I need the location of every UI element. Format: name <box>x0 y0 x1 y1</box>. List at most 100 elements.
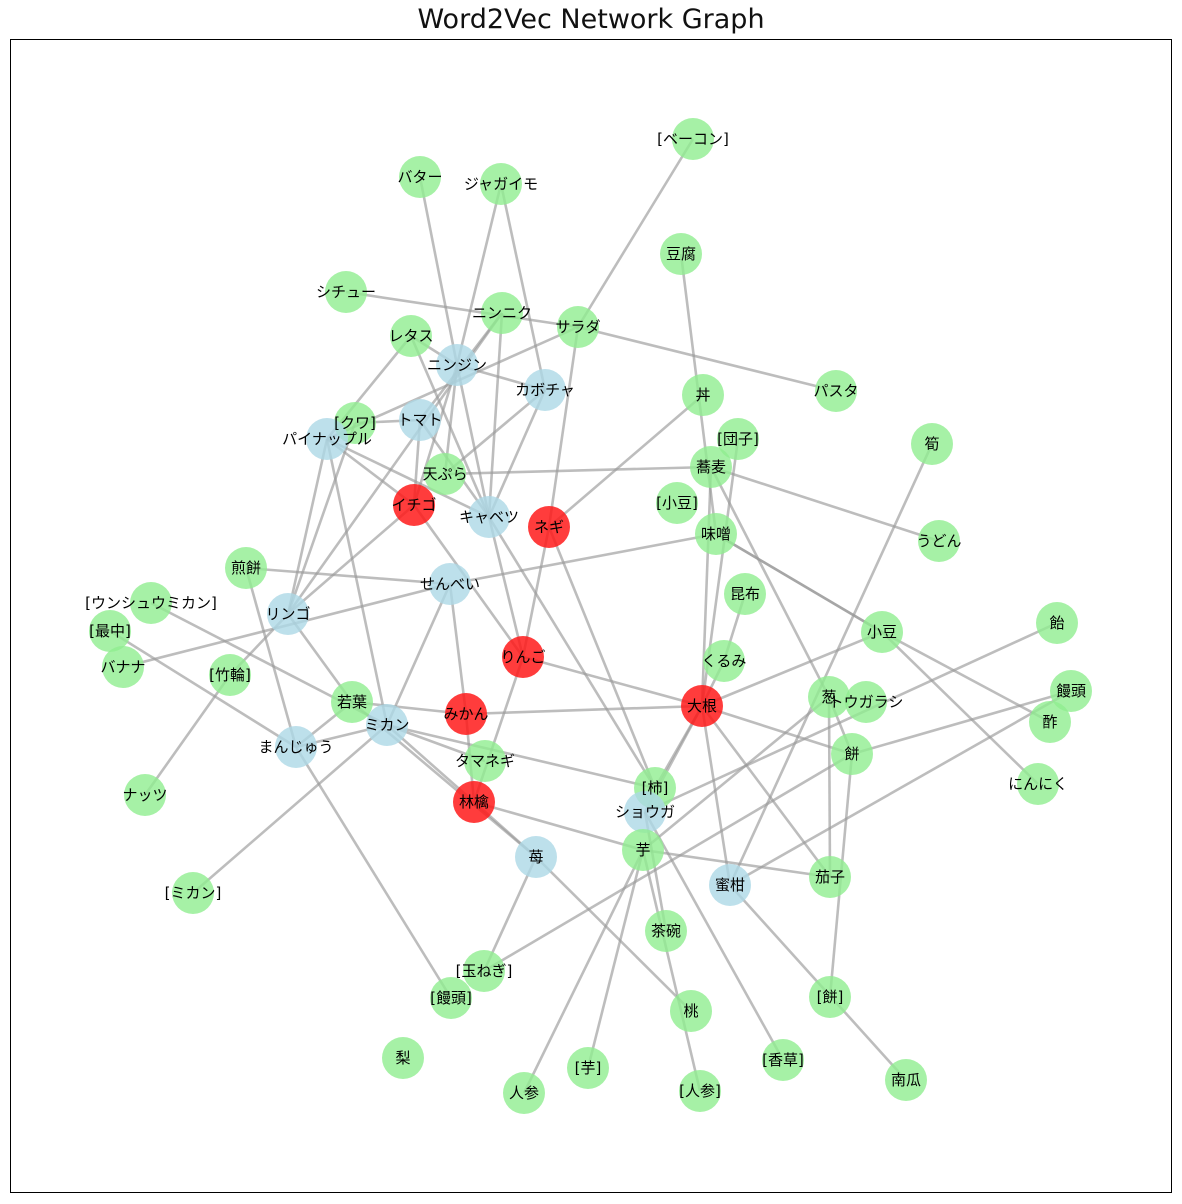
edge <box>499 183 547 391</box>
node-green <box>724 573 766 615</box>
node-label: [餅] <box>817 988 844 1006</box>
node-green <box>102 646 144 688</box>
node-green <box>660 233 702 275</box>
node-green <box>679 1070 721 1112</box>
node-green <box>89 610 131 652</box>
node-blue <box>429 563 471 605</box>
node-label: 筍 <box>924 435 939 453</box>
node-label: 味噌 <box>701 525 731 543</box>
edge <box>729 689 1072 887</box>
edge <box>521 526 551 658</box>
node-green <box>430 977 472 1019</box>
node-label: ニンジン <box>427 356 487 374</box>
edge <box>286 438 329 615</box>
node-label: ニンニク <box>472 304 532 322</box>
edge <box>881 630 1051 724</box>
edge <box>709 466 831 698</box>
node-label: ショウガ <box>615 803 675 821</box>
node-label: [最中] <box>89 622 131 640</box>
node-label: [クワ] <box>334 414 376 432</box>
nodes-layer <box>89 118 1092 1114</box>
node-label: カボチャ <box>515 381 575 399</box>
node-green <box>424 453 466 495</box>
edge <box>325 438 389 726</box>
node-green <box>1036 602 1078 644</box>
node-label: [団子] <box>717 430 759 448</box>
node-green <box>130 582 172 624</box>
node-blue <box>624 791 666 833</box>
node-label: ジャガイモ <box>464 175 538 193</box>
node-label: レタス <box>388 327 433 345</box>
node-label: 桃 <box>683 1002 698 1020</box>
node-label: パスタ <box>813 382 858 400</box>
node-label: くるみ <box>702 652 747 670</box>
node-label: リンゴ <box>265 605 310 623</box>
edge <box>109 629 297 749</box>
node-label: 饅頭 <box>1056 682 1086 700</box>
node-label: [小豆] <box>656 494 698 512</box>
edge <box>448 583 468 715</box>
edge <box>444 465 712 476</box>
node-green <box>809 976 851 1018</box>
node-label: 茄子 <box>815 868 845 886</box>
node-green <box>645 910 687 952</box>
edge <box>700 705 832 878</box>
edge <box>245 566 451 586</box>
edge <box>487 516 525 658</box>
edge <box>642 848 831 879</box>
node-label: ネギ <box>534 518 564 536</box>
node-label: バナナ <box>100 658 145 676</box>
edge <box>287 504 415 615</box>
node-label: 林檎 <box>459 793 489 811</box>
node-red <box>502 636 544 678</box>
node-green <box>225 547 267 589</box>
node-label: サラダ <box>555 318 600 336</box>
node-label: まんじゅう <box>258 738 333 756</box>
edge <box>412 364 459 506</box>
node-label: [竹輪] <box>209 666 251 684</box>
edges-layer <box>109 138 1072 1094</box>
edge <box>487 312 504 518</box>
node-label: 若葉 <box>337 693 367 711</box>
node-blue <box>306 418 348 460</box>
node-label: シチュー <box>316 283 376 301</box>
node-label: 梨 <box>395 1049 410 1067</box>
node-label: 大根 <box>687 697 717 715</box>
node-label: 丼 <box>695 386 710 404</box>
edge <box>487 389 547 518</box>
node-blue <box>366 704 408 746</box>
edge <box>577 325 837 393</box>
node-label: 煎餅 <box>231 559 261 577</box>
node-label: りんご <box>500 648 545 666</box>
node-label: パイナップル <box>282 430 372 448</box>
node-label: タマネギ <box>455 752 515 770</box>
node-label: 芋 <box>635 841 650 859</box>
node-green <box>808 676 850 718</box>
node-green <box>622 829 664 871</box>
node-green <box>503 1072 545 1114</box>
node-green <box>690 446 732 488</box>
node-label: トウガラシ <box>829 693 904 711</box>
edge <box>576 138 695 328</box>
node-green <box>390 315 432 357</box>
node-label: [柿] <box>642 779 669 797</box>
node-label: 飴 <box>1049 614 1064 632</box>
node-green <box>1017 763 1059 805</box>
node-green <box>656 482 698 524</box>
node-green <box>124 774 166 816</box>
node-blue <box>515 836 557 878</box>
node-green <box>209 654 251 696</box>
node-green <box>325 271 367 313</box>
edge <box>487 516 657 789</box>
node-blue <box>468 496 510 538</box>
node-green <box>481 292 523 334</box>
node-green <box>762 1039 804 1081</box>
node-green <box>670 990 712 1032</box>
edge <box>700 705 732 886</box>
edge <box>547 326 580 528</box>
node-green <box>861 611 903 653</box>
edge <box>294 746 453 999</box>
edge <box>642 695 830 852</box>
edge <box>465 704 703 716</box>
